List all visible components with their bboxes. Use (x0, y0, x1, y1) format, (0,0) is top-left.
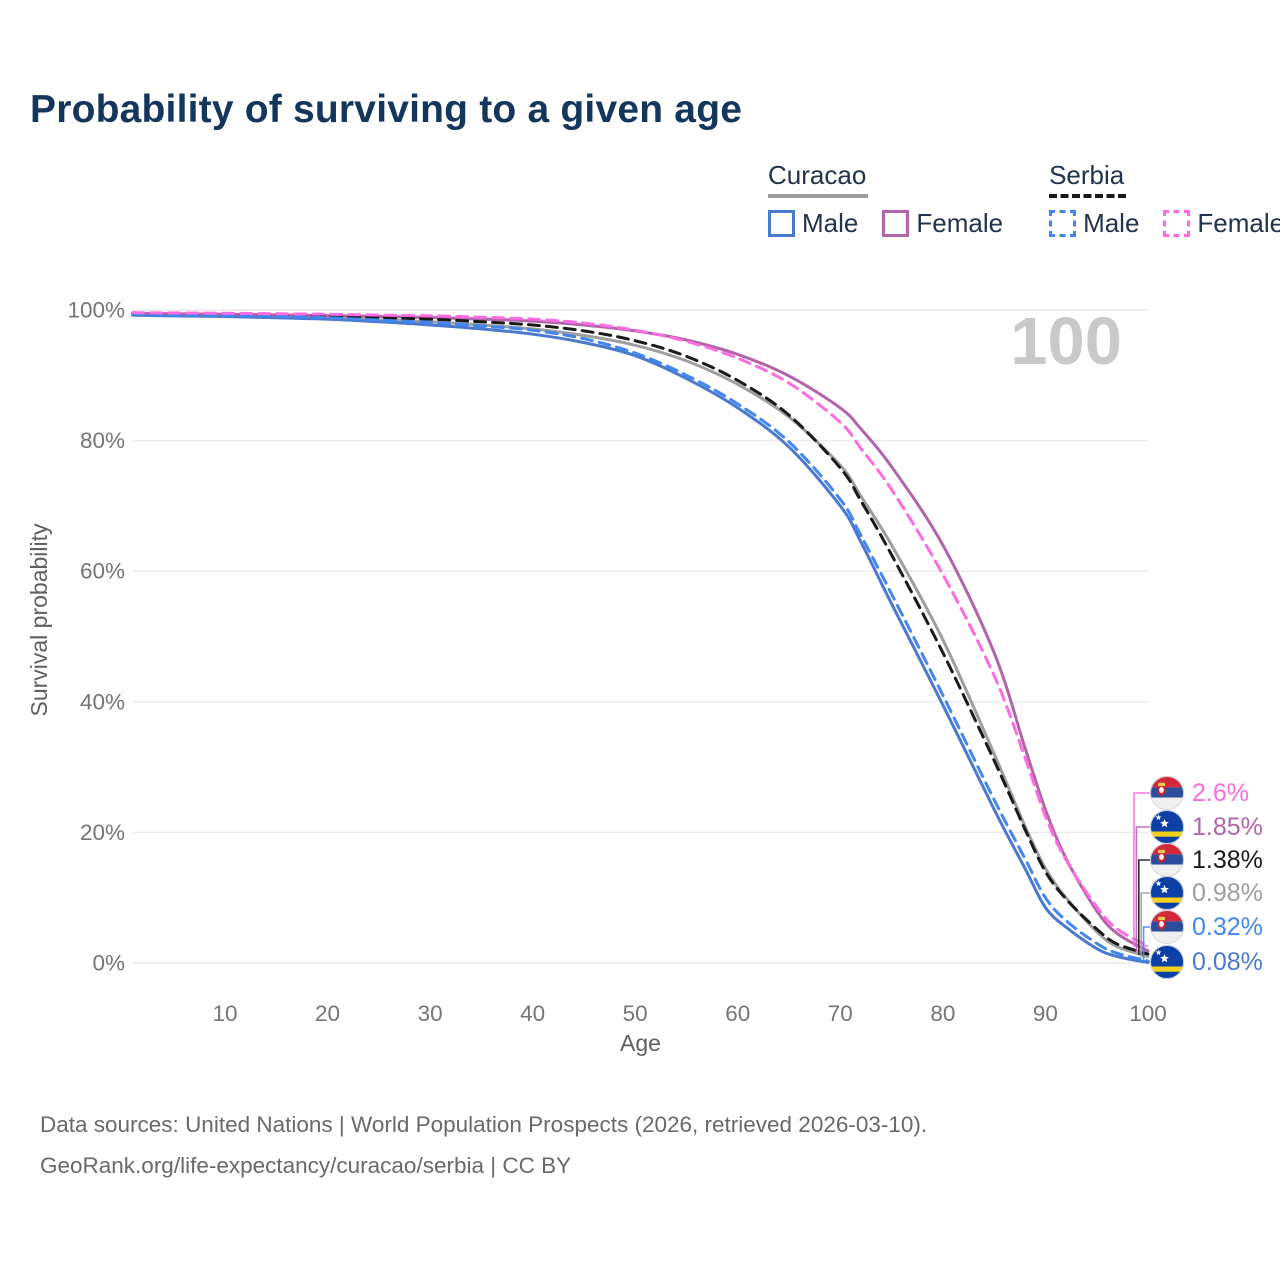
x-tick-label: 80 (930, 1001, 955, 1026)
x-tick-label: 70 (828, 1001, 853, 1026)
x-tick-label: 60 (725, 1001, 750, 1026)
legend-items-serbia: Male Female (1049, 208, 1280, 239)
y-tick-label: 60% (80, 559, 125, 584)
series-line-curacao-male[interactable] (131, 313, 1150, 964)
series-curves (131, 311, 1150, 964)
legend-header-serbia[interactable]: Serbia (1049, 160, 1127, 198)
end-label-serbia-female: 2.6% (1150, 776, 1249, 810)
end-label-value: 0.32% (1192, 912, 1263, 941)
serbia-flag-icon (1150, 776, 1184, 810)
end-label-value: 1.85% (1192, 812, 1263, 841)
legend-group-serbia: Serbia Male Female (1049, 160, 1280, 239)
legend-item-curacao-male[interactable]: Male (768, 208, 858, 239)
curacao-flag-icon (1150, 876, 1184, 910)
legend: Curacao Male Female Serbia Male (768, 160, 1280, 239)
end-label-curacao-total: 0.98% (1150, 876, 1263, 910)
legend-label-serbia-female: Female (1197, 208, 1280, 238)
y-tick-label: 100% (67, 298, 125, 323)
end-label-curacao-female: 1.85% (1150, 810, 1263, 844)
legend-item-curacao-female[interactable]: Female (882, 208, 1003, 239)
y-tick-label: 20% (80, 820, 125, 845)
legend-label-curacao-male: Male (802, 208, 859, 238)
legend-items-curacao: Male Female (768, 208, 1003, 239)
legend-group-curacao: Curacao Male Female (768, 160, 1003, 239)
connector-line (1135, 826, 1150, 952)
end-label-serbia-total: 1.38% (1150, 843, 1263, 877)
x-tick-label: 30 (418, 1001, 443, 1026)
end-label-value: 0.98% (1192, 878, 1263, 907)
serbia-female-swatch-icon (1163, 210, 1191, 237)
serbia-flag-icon (1150, 910, 1184, 944)
legend-item-serbia-female[interactable]: Female (1163, 208, 1280, 239)
y-axis-title: Survival probability (26, 523, 52, 717)
legend-item-serbia-male[interactable]: Male (1049, 208, 1139, 239)
end-label-value: 0.08% (1192, 947, 1263, 976)
x-tick-label: 100 (1129, 1001, 1167, 1026)
x-axis-title: Age (620, 1030, 661, 1056)
y-tick-label: 80% (80, 428, 125, 453)
series-line-serbia-female[interactable] (131, 311, 1150, 948)
end-label-serbia-male: 0.32% (1150, 910, 1263, 944)
end-label-connectors (1133, 792, 1150, 964)
curacao-male-swatch-icon (768, 210, 795, 237)
x-tick-label: 10 (212, 1001, 237, 1026)
footer-attribution-link[interactable]: GeoRank.org/life-expectancy/curacao/serb… (40, 1153, 572, 1178)
end-label-value: 1.38% (1192, 845, 1263, 874)
series-line-serbia-total[interactable] (131, 311, 1150, 956)
footer-data-sources: Data sources: United Nations | World Pop… (40, 1112, 928, 1137)
connector-line (1140, 892, 1150, 958)
x-tick-label: 90 (1033, 1001, 1058, 1026)
legend-label-serbia-male: Male (1083, 208, 1140, 238)
hover-age-watermark: 100 (1010, 304, 1122, 379)
x-tick-label: 20 (315, 1001, 340, 1026)
end-label-curacao-male: 0.08% (1150, 945, 1263, 979)
series-line-curacao-female[interactable] (131, 311, 1150, 953)
y-tick-label: 40% (80, 689, 125, 714)
legend-header-curacao[interactable]: Curacao (768, 160, 869, 198)
curacao-flag-icon (1150, 945, 1184, 979)
gridlines: 0% 20% 40% 60% 80% 100% 10 20 30 40 50 60 70 80 90 100 (67, 298, 1166, 1027)
x-tick-label: 40 (520, 1001, 545, 1026)
serbia-flag-icon (1150, 843, 1184, 877)
footer: Data sources: United Nations | World Pop… (40, 1104, 927, 1186)
connector-line (1142, 926, 1150, 962)
y-tick-label: 0% (92, 951, 125, 976)
serbia-male-swatch-icon (1049, 210, 1077, 237)
legend-label-curacao-female: Female (916, 208, 1004, 238)
end-label-value: 2.6% (1192, 778, 1249, 807)
page-title: Probability of surviving to a given age (30, 88, 743, 131)
curacao-female-swatch-icon (882, 210, 910, 237)
series-line-serbia-male[interactable] (131, 312, 1150, 963)
curacao-flag-icon (1150, 810, 1184, 844)
series-line-curacao-total[interactable] (131, 312, 1150, 959)
x-tick-label: 50 (623, 1001, 648, 1026)
